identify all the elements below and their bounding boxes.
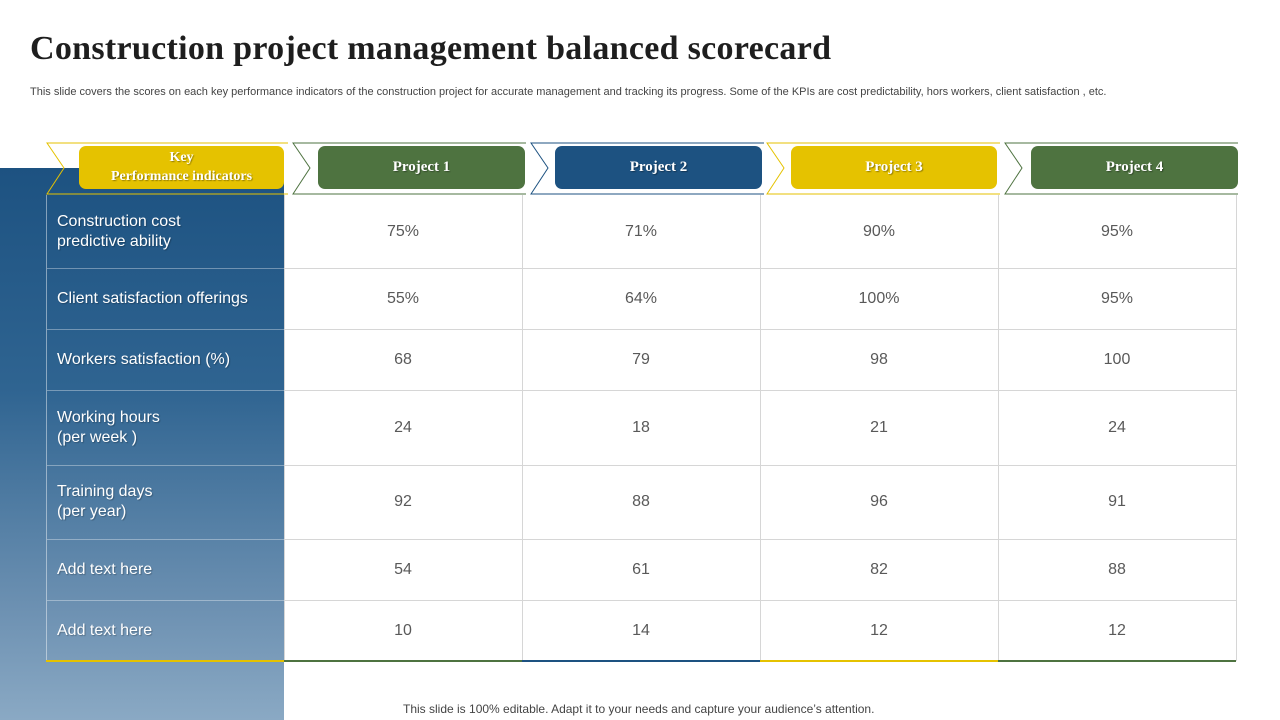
score-cell: 64% [624, 289, 658, 307]
kpi-header: Key Performance indicators [79, 146, 284, 189]
grid-vertical-line [522, 195, 523, 661]
kpi-label: Workers satisfaction (%) [57, 350, 231, 368]
slide-footer: This slide is 100% editable. Adapt it to… [403, 702, 875, 716]
score-cell: 88 [1108, 560, 1126, 578]
kpi-left-border [46, 195, 47, 661]
column-bottom-accent [522, 660, 760, 662]
kpi-row-separator [47, 390, 284, 391]
kpi-row-separator [47, 539, 284, 540]
slide-title: Construction project management balanced… [30, 30, 832, 67]
grid-horizontal-line [284, 465, 1236, 466]
grid-horizontal-line [284, 390, 1236, 391]
kpi-label: Training days (per year) [57, 483, 153, 520]
kpi-header-chevron [46, 142, 288, 195]
project-header-chevron [530, 142, 764, 195]
slide-subtitle: This slide covers the scores on each key… [30, 86, 1107, 98]
score-cell: 96 [870, 493, 888, 510]
kpi-label: Add text here [57, 560, 153, 578]
project-header: Project 4 [1031, 146, 1238, 189]
kpi-row-separator [47, 268, 284, 269]
grid-horizontal-line [284, 329, 1236, 330]
score-cell: 98 [870, 350, 888, 368]
kpi-row-separator [47, 465, 284, 466]
grid-vertical-line [760, 195, 761, 661]
project-header-chevron [1004, 142, 1238, 195]
kpi-label: Working hours (per week ) [57, 408, 160, 446]
project-header-chevron [766, 142, 1000, 195]
kpi-row-separator [47, 329, 284, 330]
column-bottom-accent [998, 660, 1236, 662]
score-cell: 100% [858, 289, 900, 307]
score-cell: 91 [1108, 493, 1126, 510]
score-cell: 14 [632, 621, 650, 639]
kpi-label: Construction cost predictive ability [57, 212, 181, 250]
score-cell: 24 [394, 418, 412, 436]
score-cell: 55% [386, 289, 420, 307]
project-header: Project 2 [555, 146, 762, 189]
kpi-row-separator [47, 600, 284, 601]
score-cell: 92 [394, 493, 412, 510]
score-cell: 95% [1100, 222, 1134, 240]
score-cell: 100 [1103, 350, 1131, 368]
grid-horizontal-line [284, 268, 1236, 269]
grid-vertical-line [998, 195, 999, 661]
column-bottom-accent [760, 660, 998, 662]
score-cell: 79 [632, 350, 650, 368]
score-cell: 68 [394, 350, 412, 368]
score-cell: 54 [394, 560, 412, 578]
score-cell: 61 [632, 560, 650, 578]
score-cell: 10 [394, 621, 412, 639]
column-bottom-accent [46, 660, 284, 662]
project-header: Project 3 [791, 146, 997, 189]
score-cell: 12 [870, 621, 888, 639]
score-cell: 88 [632, 493, 650, 510]
grid-horizontal-line [284, 539, 1236, 540]
score-cell: 95% [1100, 289, 1134, 307]
score-cell: 12 [1108, 621, 1126, 639]
column-bottom-accent [284, 660, 522, 662]
kpi-side-panel [0, 168, 284, 720]
grid-vertical-line [1236, 195, 1237, 661]
score-cell: 24 [1108, 418, 1126, 436]
score-cell: 71% [624, 222, 658, 240]
kpi-label: Add text here [57, 621, 153, 639]
project-header-chevron [292, 142, 526, 195]
grid-vertical-line [284, 195, 285, 661]
score-cell: 90% [862, 222, 896, 240]
project-header: Project 1 [318, 146, 525, 189]
score-cell: 82 [870, 560, 888, 578]
kpi-label: Client satisfaction offerings [57, 289, 248, 307]
score-cell: 21 [870, 418, 888, 436]
score-cell: 75% [386, 222, 420, 240]
grid-horizontal-line [284, 600, 1236, 601]
score-cell: 18 [632, 418, 650, 436]
